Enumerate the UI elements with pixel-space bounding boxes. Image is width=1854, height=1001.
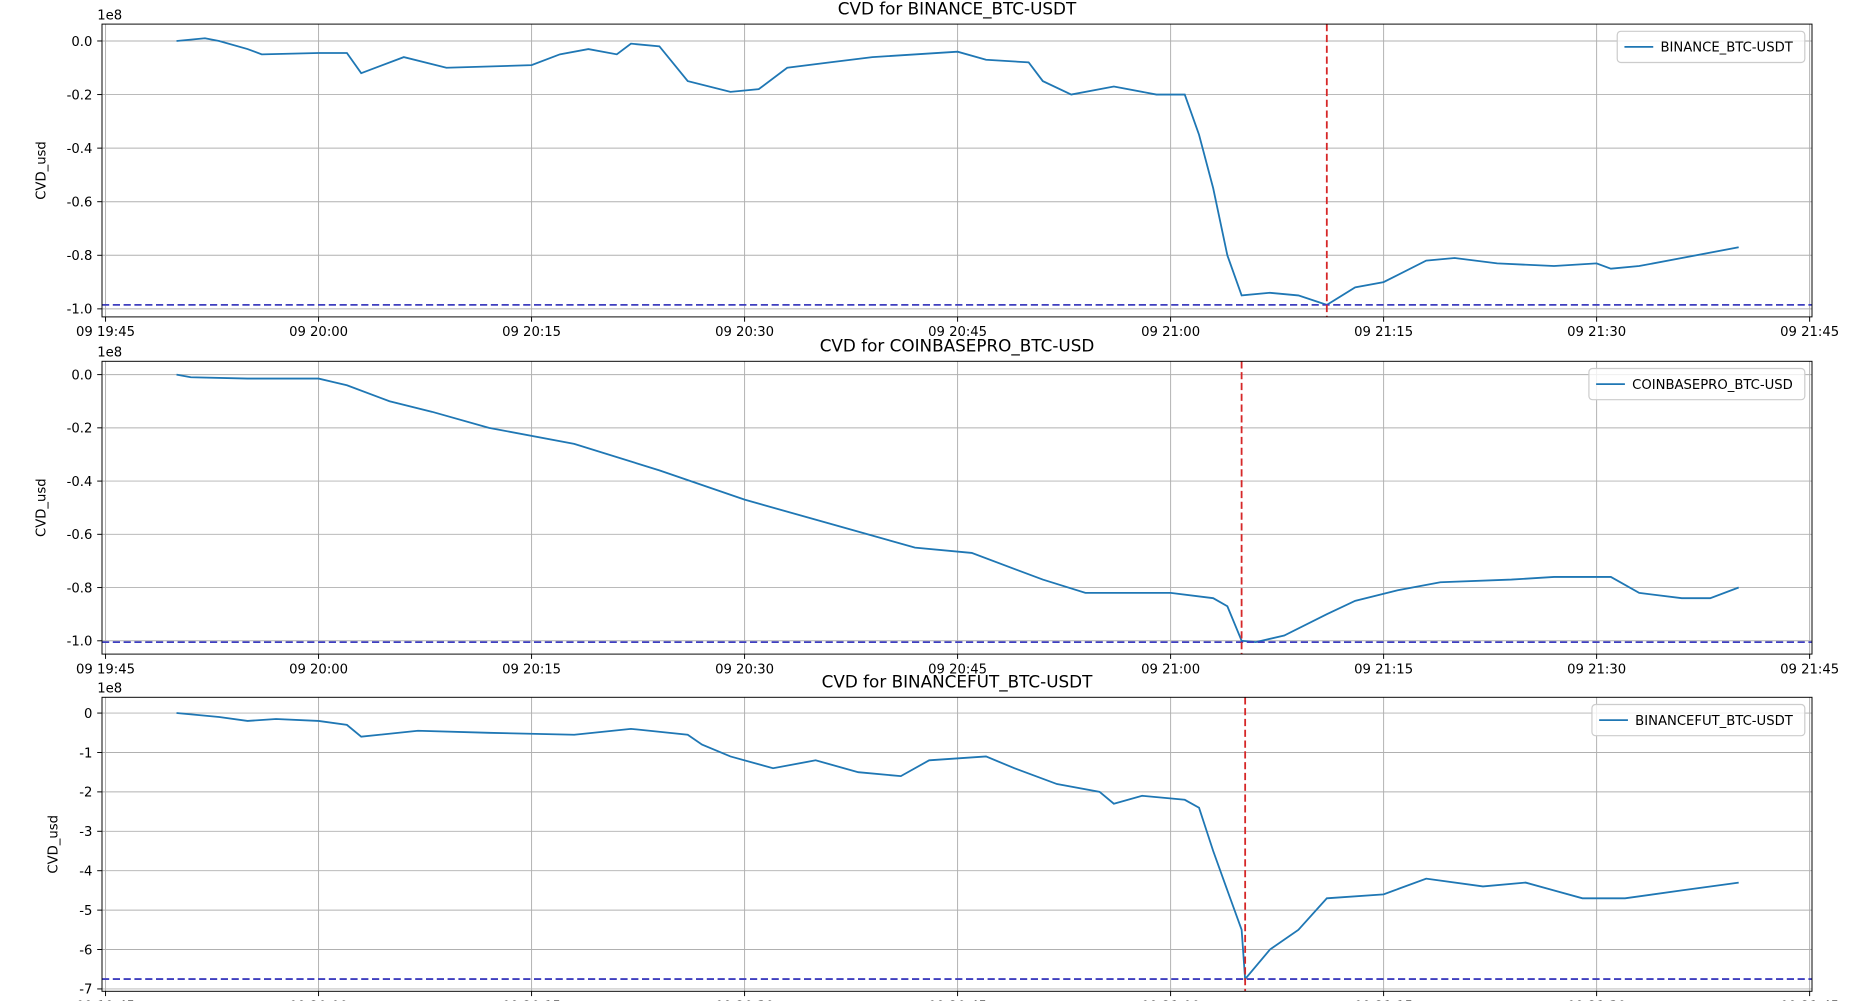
y-tick-label: -0.4 — [67, 475, 93, 490]
y-tick-label: -1.0 — [67, 635, 93, 650]
x-tick-label: 09 21:15 — [1354, 325, 1413, 340]
chart-title: CVD for COINBASEPRO_BTC-USD — [820, 336, 1095, 357]
y-tick-label: -0.8 — [67, 249, 93, 264]
y-tick-label: -5 — [79, 904, 92, 919]
y-offset-text: 1e8 — [97, 8, 122, 23]
data-line — [176, 373, 1739, 644]
y-tick-label: -0.2 — [67, 422, 93, 437]
chart-title: CVD for BINANCEFUT_BTC-USDT — [822, 672, 1093, 693]
subplot: CVD for BINANCE_BTC-USDT 1e8 CVD_usd 09 19:… — [35, 0, 1840, 340]
legend: BINANCE_BTC-USDT — [1616, 30, 1806, 64]
legend: BINANCEFUT_BTC-USDT — [1591, 703, 1806, 737]
y-axis-label: CVD_usd — [35, 141, 50, 200]
x-tick-label: 09 20:45 — [928, 662, 987, 677]
chart-title: CVD for BINANCE_BTC-USDT — [838, 0, 1077, 20]
y-tick-label: 0.0 — [71, 35, 92, 50]
y-tick-label: -3 — [79, 825, 92, 840]
y-tick-label: -7 — [79, 983, 92, 998]
y-tick-label: 0.0 — [71, 368, 92, 383]
x-tick-label: 09 19:45 — [76, 662, 135, 677]
y-tick-label: -0.2 — [67, 88, 93, 103]
x-tick-label: 09 20:30 — [715, 662, 774, 677]
x-tick-label: 09 21:30 — [1567, 325, 1626, 340]
x-tick-label: 09 21:45 — [1780, 1000, 1839, 1001]
x-tick-label: 09 20:15 — [502, 325, 561, 340]
y-tick-label: -1 — [79, 746, 92, 761]
subplot: CVD for BINANCEFUT_BTC-USDT 1e8 CVD_usd 09 … — [47, 672, 1840, 1001]
x-tick-label: 09 20:15 — [502, 1000, 561, 1001]
y-tick-label: -0.8 — [67, 581, 93, 596]
y-tick-label: -0.6 — [67, 196, 93, 211]
y-tick-label: 0 — [84, 707, 92, 722]
x-tick-label: 09 19:45 — [76, 1000, 135, 1001]
y-tick-label: -6 — [79, 943, 92, 958]
y-tick-label: -1.0 — [67, 303, 93, 318]
plot-frame — [101, 360, 1813, 655]
data-line — [176, 37, 1739, 306]
x-tick-label: 09 21:00 — [1141, 662, 1200, 677]
plot-frame — [101, 23, 1813, 318]
x-tick-label: 09 20:45 — [928, 1000, 987, 1001]
legend-label: COINBASEPRO_BTC-USD — [1632, 378, 1793, 393]
legend-label: BINANCE_BTC-USDT — [1660, 41, 1793, 56]
y-tick-label: -0.6 — [67, 528, 93, 543]
x-tick-label: 09 19:45 — [76, 325, 135, 340]
x-tick-label: 09 20:15 — [502, 662, 561, 677]
y-tick-label: -2 — [79, 786, 92, 801]
y-offset-text: 1e8 — [97, 682, 122, 697]
subplot: CVD for COINBASEPRO_BTC-USD 1e8 CVD_usd 09 … — [35, 336, 1840, 678]
legend-box — [1588, 367, 1806, 401]
y-tick-label: -4 — [79, 865, 92, 880]
y-offset-text: 1e8 — [97, 346, 122, 361]
legend-label: BINANCEFUT_BTC-USDT — [1635, 714, 1794, 729]
x-tick-label: 09 21:45 — [1780, 325, 1839, 340]
data-line — [176, 712, 1739, 982]
y-axis-label: CVD_usd — [35, 478, 50, 537]
x-tick-label: 09 21:45 — [1780, 662, 1839, 677]
y-axis-label: CVD_usd — [47, 815, 62, 874]
x-tick-label: 09 21:15 — [1354, 1000, 1413, 1001]
x-tick-label: 09 21:00 — [1141, 1000, 1200, 1001]
x-tick-label: 09 20:00 — [289, 325, 348, 340]
y-tick-label: -0.4 — [67, 142, 93, 157]
plot-frame — [101, 696, 1813, 992]
x-tick-label: 09 20:00 — [289, 1000, 348, 1001]
x-tick-label: 09 21:30 — [1567, 1000, 1626, 1001]
x-tick-label: 09 20:30 — [715, 1000, 774, 1001]
x-tick-label: 09 21:00 — [1141, 325, 1200, 340]
x-tick-label: 09 21:15 — [1354, 662, 1413, 677]
x-tick-label: 09 20:00 — [289, 662, 348, 677]
x-tick-label: 09 20:45 — [928, 325, 987, 340]
legend-box — [1616, 30, 1806, 64]
x-tick-label: 09 21:30 — [1567, 662, 1626, 677]
legend-box — [1591, 703, 1806, 737]
x-tick-label: 09 20:30 — [715, 325, 774, 340]
legend: COINBASEPRO_BTC-USD — [1588, 367, 1806, 401]
